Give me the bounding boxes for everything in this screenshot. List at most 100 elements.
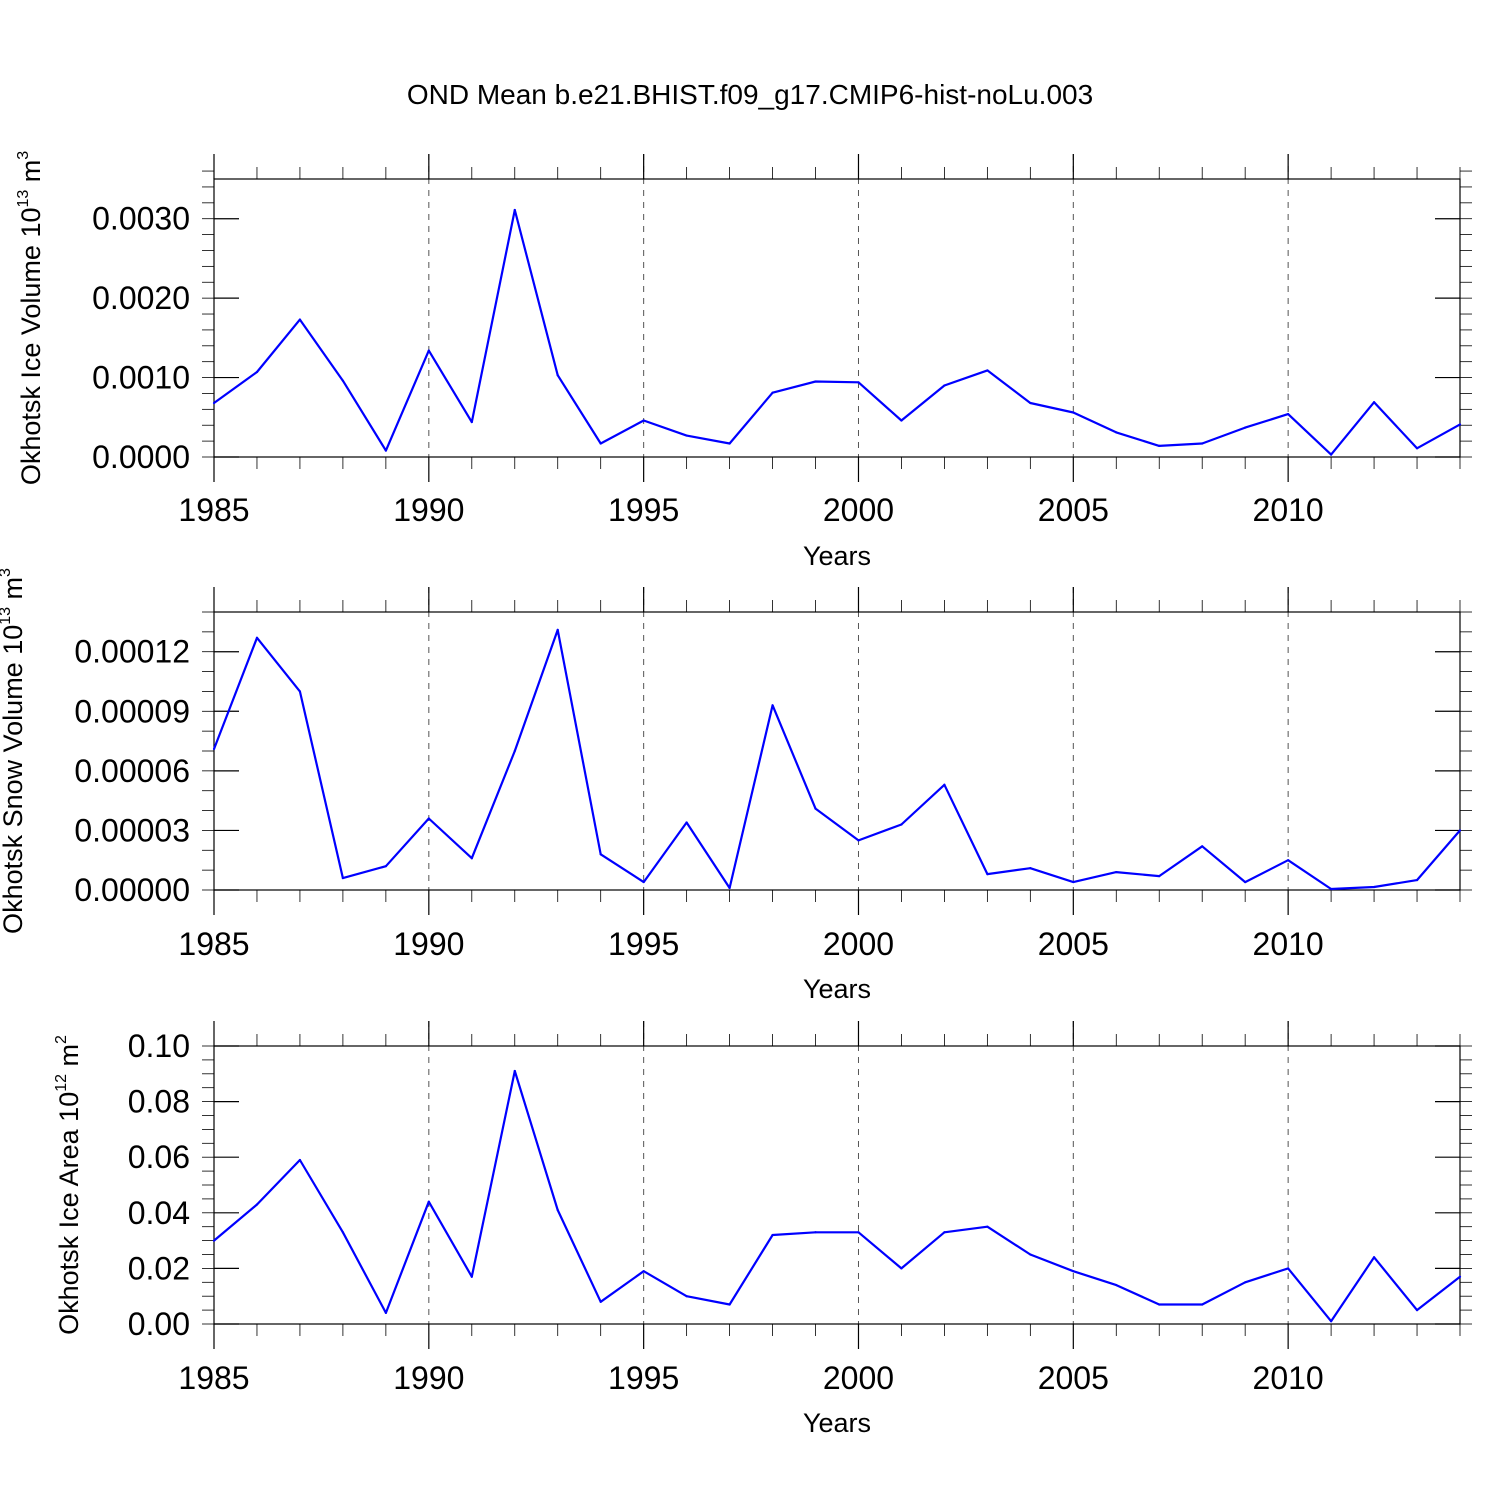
data-point-1990 [427,1200,430,1203]
data-point-2011 [1330,1320,1333,1323]
y-axis-title-unit-exponent: 3 [15,151,32,160]
chart-title: OND Mean b.e21.BHIST.f09_g17.CMIP6-hist-… [407,79,1093,110]
data-point-1991 [470,857,473,860]
y-axis-title-unit: m [54,1044,84,1074]
x-tick-label: 2010 [1253,1360,1324,1396]
y-tick-label: 0.0010 [92,360,190,396]
y-tick-label: 0.00 [128,1306,190,1342]
data-point-1996 [685,821,688,824]
data-point-2000 [857,381,860,384]
y-tick-label: 0.00012 [74,634,190,670]
data-point-2013 [1415,447,1419,450]
y-axis-title-unit: m [16,160,46,190]
data-point-2010 [1287,859,1290,862]
data-point-2012 [1372,885,1376,889]
data-point-1986 [255,370,259,374]
data-point-2006 [1115,431,1118,434]
data-point-2007 [1158,875,1161,878]
data-point-1988 [341,876,344,880]
x-tick-label: 1995 [608,926,679,962]
data-point-1985 [212,747,216,751]
series-line [213,1069,1461,1323]
data-point-2010 [1287,413,1290,416]
data-point-1992 [513,208,516,212]
y-axis-title: Okhotsk Ice Volume 1013 m3 [15,151,46,485]
data-point-1985 [212,401,216,405]
chart-panel-2: 1985 1990 1995 2000 2005 2010 Years 0.00000 0.00… [0,568,1472,1004]
y-tick-label: 0.0020 [92,280,190,316]
y-tick-label: 0.02 [128,1250,190,1286]
data-point-1998 [771,1233,774,1237]
data-point-2005 [1072,1270,1075,1273]
data-point-2007 [1158,1303,1161,1306]
x-tick-label: 1985 [178,492,249,528]
y-tick-label: 0.06 [128,1139,190,1175]
x-tick-label: 1985 [178,926,249,962]
data-point-1990 [427,349,430,352]
chart-panel-3: 1985 1990 1995 2000 2005 2010 Years 0.00 0.02 0.0… [53,1021,1472,1438]
data-point-2001 [900,1267,903,1270]
data-point-2011 [1330,453,1333,456]
data-point-2002 [943,384,946,387]
y-axis-title-text: Okhotsk Snow Volume 10 [0,625,28,934]
y-tick-label: 0.10 [128,1028,190,1064]
data-point-2012 [1372,1256,1376,1259]
data-point-1988 [341,379,344,382]
data-point-2000 [857,839,860,842]
data-point-1999 [814,1231,817,1234]
x-tick-label: 1995 [608,1360,679,1396]
data-point-1996 [685,434,688,437]
x-tick-label: 2000 [823,492,894,528]
data-point-1995 [642,419,645,422]
data-point-1986 [255,1203,259,1206]
y-axis-title: Okhotsk Snow Volume 1013 m3 [0,568,28,934]
data-point-2013 [1415,1309,1419,1312]
y-tick-label: 0.00009 [74,693,190,729]
y-tick-label: 0.00003 [74,812,190,848]
data-point-1997 [728,442,731,445]
data-point-1987 [298,1158,302,1162]
y-axis-title-text: Okhotsk Ice Volume 10 [16,208,46,486]
data-point-2002 [943,783,946,786]
data-point-1994 [599,442,602,445]
data-point-2014 [1458,423,1462,426]
x-tick-label: 1990 [393,926,464,962]
data-point-2006 [1115,871,1118,874]
x-axis-title: Years [803,541,871,571]
y-tick-label: 0.0000 [92,439,190,475]
data-point-2009 [1244,426,1247,429]
data-point-2001 [900,419,903,422]
data-point-2014 [1458,1275,1462,1278]
data-point-1987 [298,318,302,321]
x-tick-label: 2000 [823,926,894,962]
data-point-2003 [986,1225,989,1228]
data-point-1998 [771,391,774,394]
x-axis-title: Years [803,1408,871,1438]
y-axis-title-exponent: 12 [53,1074,70,1092]
data-point-2008 [1201,845,1204,848]
x-tick-label: 2005 [1038,492,1109,528]
data-point-1994 [599,1300,602,1303]
data-point-1993 [556,374,559,377]
data-point-1993 [556,1208,559,1212]
data-point-1996 [685,1295,688,1298]
x-axis-title: Years [803,974,871,1004]
data-point-2012 [1372,401,1376,404]
data-point-2008 [1201,1303,1204,1306]
x-tick-label: 2010 [1253,926,1324,962]
x-tick-label: 1990 [393,492,464,528]
data-point-2004 [1029,401,1032,405]
data-point-1992 [513,1069,516,1073]
y-axis-title: Okhotsk Ice Area 1012 m2 [53,1035,84,1335]
data-point-2009 [1244,1281,1247,1284]
data-point-1999 [814,380,817,383]
data-point-2014 [1458,829,1462,832]
y-axis-title-unit: m [0,577,28,607]
data-point-1993 [556,628,559,631]
data-point-1997 [728,886,731,890]
data-point-1988 [341,1231,344,1234]
y-tick-label: 0.04 [128,1195,190,1231]
data-point-1999 [814,807,817,810]
plot-frame [213,1045,1461,1325]
